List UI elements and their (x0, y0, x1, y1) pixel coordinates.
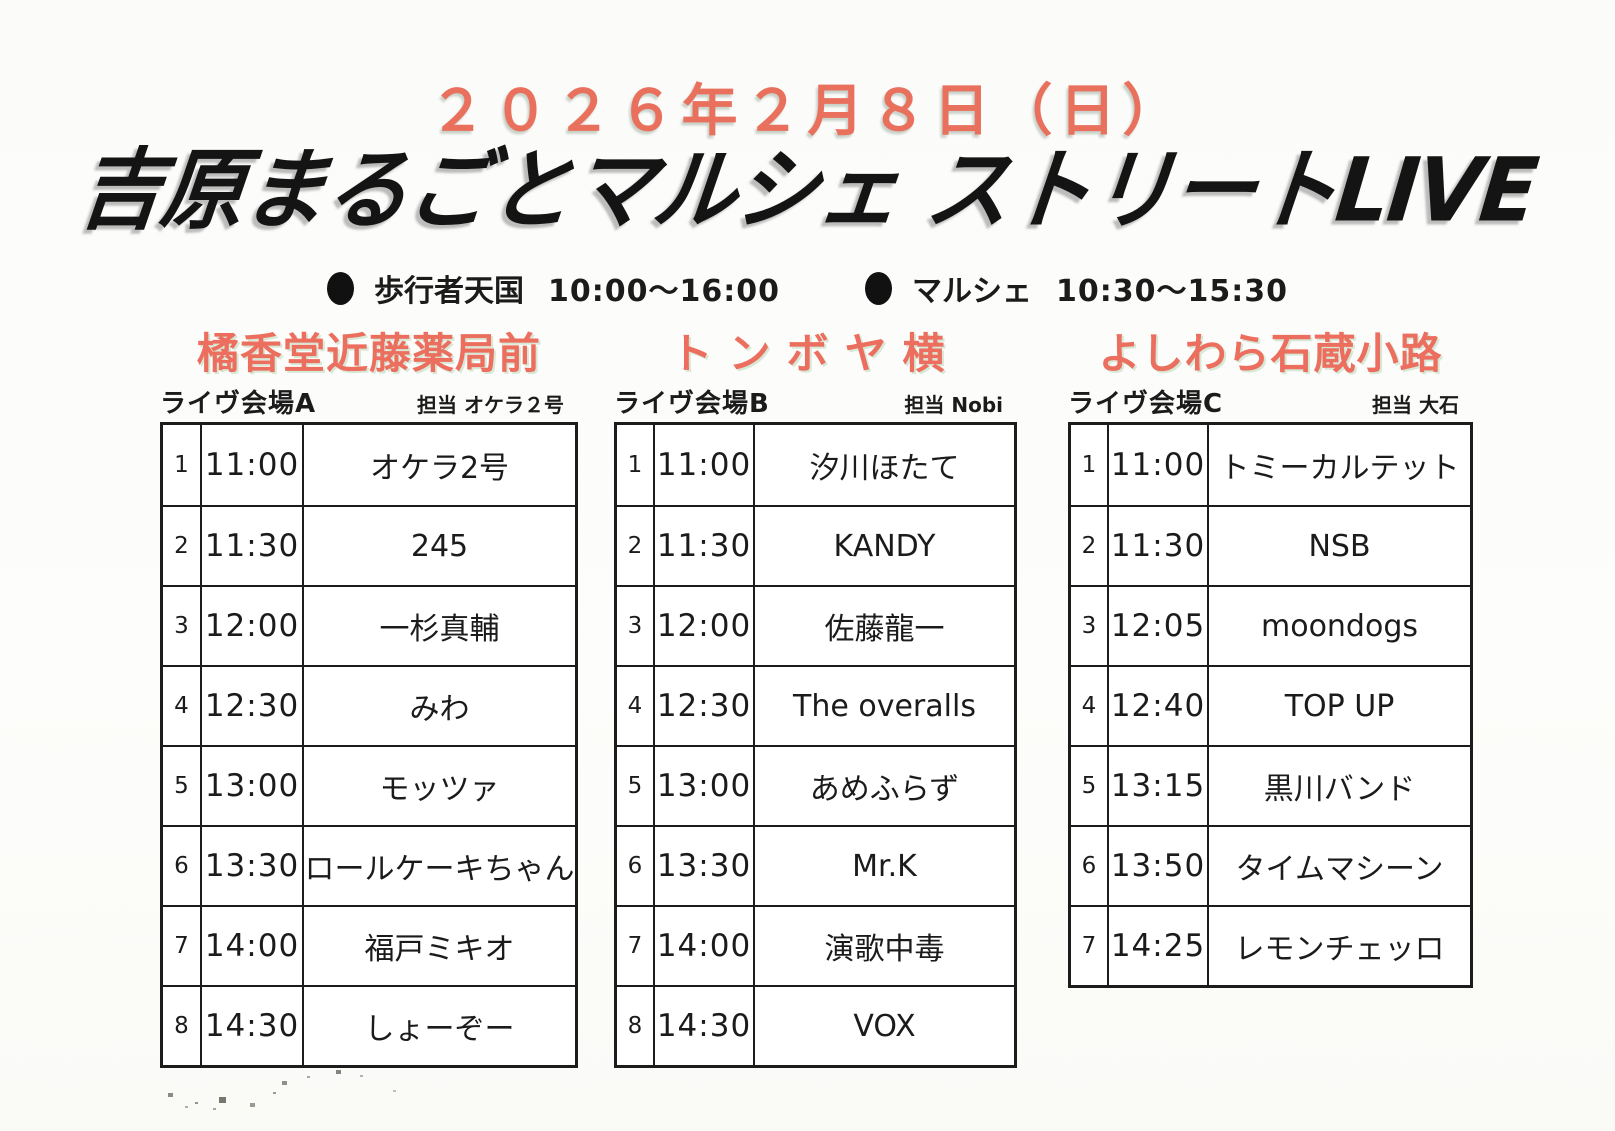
filled-circle-bullet-icon (327, 271, 354, 305)
notice-marche: マルシェ 10:30～15:30 (865, 266, 1288, 310)
filled-circle-bullet-icon (865, 271, 892, 305)
event-times: 歩行者天国 10:00～16:00 マルシェ 10:30～15:30 (0, 266, 1615, 310)
row-number: 1 (1081, 452, 1097, 478)
row-number: 6 (163, 825, 200, 905)
row-performer: 黒川バンド (1207, 745, 1470, 825)
row-number: 3 (163, 585, 200, 665)
row-performer: モッツァ (302, 745, 575, 825)
row-time: 11:00 (653, 425, 753, 505)
row-performer: KANDY (753, 505, 1014, 585)
row-number: 3 (617, 585, 653, 665)
row-performer: しょーぞー (302, 985, 575, 1065)
row-time: 14:30 (653, 985, 753, 1065)
row-performer: ロールケーキちゃん (302, 825, 575, 905)
row-time: 13:00 (200, 745, 302, 825)
row-number: 4 (617, 665, 653, 745)
row-performer: VOX (753, 985, 1014, 1065)
venue-c-manager: 担当 大石 (1372, 393, 1459, 417)
venue-b-location: トンボヤ横 (670, 329, 961, 378)
row-performer: 汐川ほたて (753, 425, 1014, 505)
row-number: 4 (1071, 665, 1107, 745)
row-performer: 一杉真輔 (302, 585, 575, 665)
notice-label: マルシェ (912, 274, 1032, 309)
row-performer: NSB (1207, 505, 1470, 585)
row-time: 13:30 (653, 825, 753, 905)
row-performer: 福戸ミキオ (302, 905, 575, 985)
notice-time: 10:30～15:30 (1056, 274, 1288, 309)
row-time: 13:30 (200, 825, 302, 905)
row-time: 14:00 (653, 905, 753, 985)
row-time: 12:30 (200, 665, 302, 745)
row-performer: moondogs (1207, 585, 1470, 665)
row-performer: 演歌中毒 (753, 905, 1014, 985)
venue-a-schedule-table: 1 11:00 オケラ2号 2 11:30 245 3 12:00 一杉真輔 4… (160, 422, 578, 1068)
row-number: 8 (617, 985, 653, 1065)
row-performer: レモンチェッロ (1207, 905, 1470, 985)
scan-noise-artifact (155, 1062, 158, 1064)
venue-a-manager: 担当 オケラ２号 (417, 393, 564, 417)
row-performer: Mr.K (753, 825, 1014, 905)
event-date: ２０２６年２月８日（日） (429, 79, 1186, 144)
row-time: 13:50 (1107, 825, 1207, 905)
row-time: 14:00 (200, 905, 302, 985)
row-time: 11:30 (200, 505, 302, 585)
venue-c-location: よしわら石蔵小路 (1098, 329, 1443, 378)
row-number: 7 (1071, 905, 1107, 985)
row-performer: タイムマシーン (1207, 825, 1470, 905)
venue-a-subheader: ライヴ会場A 担当 オケラ２号 (160, 383, 578, 420)
row-time: 13:00 (653, 745, 753, 825)
row-time: 12:30 (653, 665, 753, 745)
venue-b-stage-name: ライヴ会場B (614, 389, 770, 419)
row-number: 6 (617, 825, 653, 905)
row-number: 1 (174, 452, 189, 478)
notice-label: 歩行者天国 (374, 274, 524, 309)
row-number: 1 (627, 452, 643, 478)
row-time: 11:00 (200, 425, 302, 505)
row-time: 11:00 (1107, 425, 1207, 505)
row-time: 14:30 (200, 985, 302, 1065)
venue-a-stage-name: ライヴ会場A (160, 389, 317, 419)
row-number: 8 (163, 985, 200, 1065)
row-number: 2 (1071, 505, 1107, 585)
row-performer: トミーカルテット (1207, 425, 1470, 505)
row-performer: TOP UP (1207, 665, 1470, 745)
row-time: 11:30 (653, 505, 753, 585)
row-number: 2 (617, 505, 653, 585)
row-number: 2 (163, 505, 200, 585)
venue-c-schedule-table: 1 11:00 トミーカルテット 2 11:30 NSB 3 12:05 moo… (1068, 422, 1473, 988)
row-performer: みわ (302, 665, 575, 745)
row-number: 5 (1071, 745, 1107, 825)
row-time: 11:30 (1107, 505, 1207, 585)
row-performer: 佐藤龍一 (753, 585, 1014, 665)
venue-b-schedule-table: 1 11:00 汐川ほたて 2 11:30 KANDY 3 12:00 佐藤龍一… (614, 422, 1017, 1068)
event-title: 吉原まるごとマルシェ ストリートLIVE (73, 138, 1542, 242)
row-time: 12:00 (200, 585, 302, 665)
venue-c-subheader: ライヴ会場C 担当 大石 (1068, 383, 1473, 420)
venue-b-manager: 担当 Nobi (904, 393, 1003, 417)
notice-time: 10:00～16:00 (548, 274, 780, 309)
row-number: 6 (1071, 825, 1107, 905)
venue-a-location: 橘香堂近藤薬局前 (196, 329, 541, 378)
row-time: 12:40 (1107, 665, 1207, 745)
notice-pedestrian-zone: 歩行者天国 10:00～16:00 (327, 266, 780, 310)
row-time: 14:25 (1107, 905, 1207, 985)
row-time: 13:15 (1107, 745, 1207, 825)
row-performer: オケラ2号 (302, 425, 575, 505)
row-number: 7 (163, 905, 200, 985)
row-time: 12:00 (653, 585, 753, 665)
row-number: 5 (163, 745, 200, 825)
row-number: 5 (617, 745, 653, 825)
row-number: 7 (617, 905, 653, 985)
venue-b-subheader: ライヴ会場B 担当 Nobi (614, 383, 1017, 420)
row-number: 3 (1071, 585, 1107, 665)
venue-c-stage-name: ライヴ会場C (1068, 389, 1224, 419)
row-time: 12:05 (1107, 585, 1207, 665)
row-performer: あめふらず (753, 745, 1014, 825)
row-number: 4 (163, 665, 200, 745)
row-performer: The overalls (753, 665, 1014, 745)
row-performer: 245 (302, 505, 575, 585)
